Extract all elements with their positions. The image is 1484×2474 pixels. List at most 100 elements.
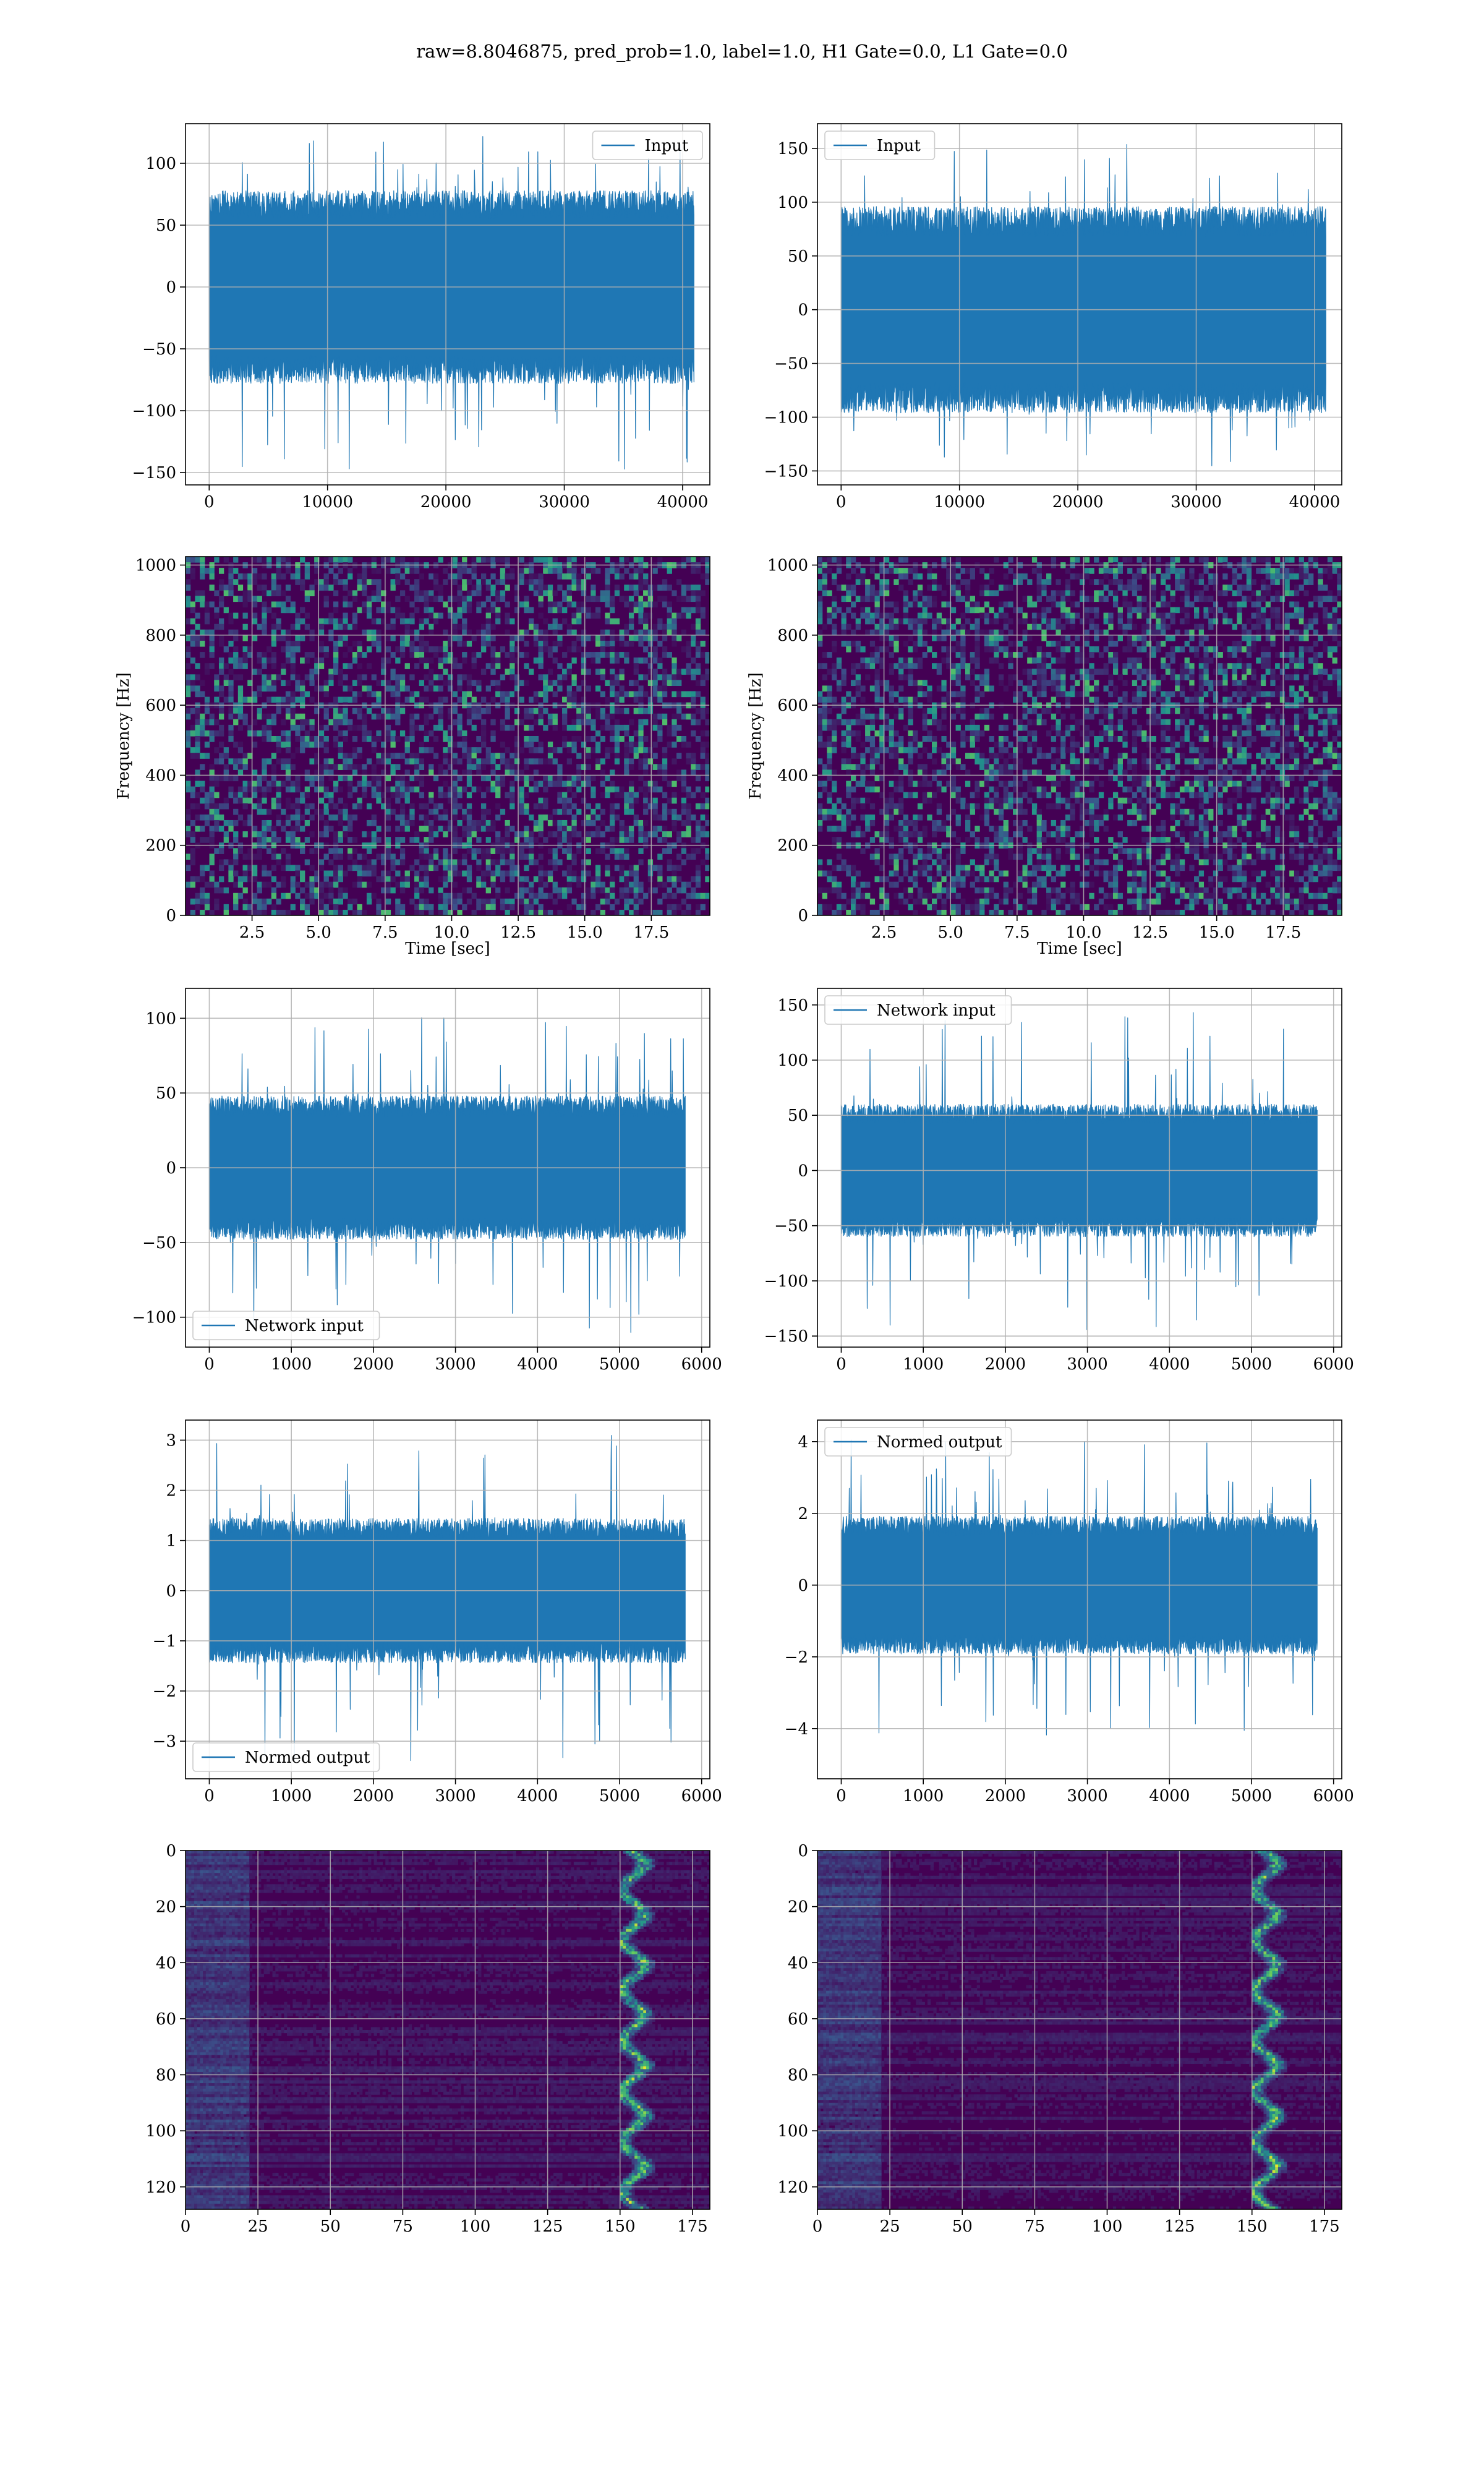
heatmap-cell [524, 629, 529, 636]
heatmap-cell [1284, 663, 1290, 669]
heatmap-cell [657, 557, 663, 563]
heatmap-cell [836, 657, 842, 664]
heatmap-cell [490, 764, 496, 770]
heatmap-cell [1094, 623, 1099, 630]
heatmap-cell [946, 663, 952, 669]
heatmap-cell [562, 696, 568, 703]
heatmap-cell [204, 730, 210, 737]
heatmap-cell [1089, 663, 1094, 669]
heatmap-cell [218, 859, 224, 866]
heatmap-cell [1260, 596, 1266, 602]
heatmap-cell [357, 691, 362, 698]
heatmap-cell [557, 685, 563, 692]
heatmap-cell [1237, 657, 1242, 664]
heatmap-cell [348, 724, 353, 731]
heatmap-cell [638, 730, 644, 737]
heatmap-cell [362, 792, 367, 798]
heatmap-cell [1246, 640, 1252, 647]
heatmap-cell [591, 719, 596, 726]
heatmap-cell [438, 876, 443, 883]
heatmap-cell [371, 820, 377, 826]
heatmap-cell [960, 635, 966, 641]
heatmap-cell [328, 892, 334, 899]
heatmap-cell [691, 640, 696, 647]
heatmap-cell [538, 596, 544, 602]
heatmap-cell [633, 696, 639, 703]
heatmap-cell [362, 568, 367, 574]
heatmap-cell [390, 736, 396, 742]
heatmap-cell [448, 764, 453, 770]
heatmap-cell [362, 607, 367, 614]
heatmap-cell [390, 792, 396, 798]
heatmap-cell [462, 579, 467, 585]
heatmap-cell [652, 797, 658, 804]
heatmap-cell [950, 590, 957, 597]
heatmap-cell [1084, 674, 1090, 680]
heatmap-cell [452, 898, 458, 905]
heatmap-cell [457, 870, 463, 877]
heatmap-cell [505, 691, 510, 698]
heatmap-cell [281, 736, 286, 742]
heatmap-cell [200, 652, 205, 658]
heatmap-cell [223, 557, 229, 563]
heatmap-cell [209, 831, 215, 837]
heatmap-cell [443, 640, 448, 647]
heatmap-cell [485, 808, 491, 815]
heatmap-cell [686, 831, 691, 837]
heatmap-cell [338, 831, 343, 837]
heatmap-cell [333, 786, 339, 793]
heatmap-cell [438, 786, 443, 793]
heatmap-cell [200, 568, 205, 574]
heatmap-cell [490, 881, 496, 888]
heatmap-cell [510, 898, 515, 905]
heatmap-cell [195, 747, 200, 753]
heatmap-cell [309, 652, 315, 658]
heatmap-cell [1222, 590, 1228, 597]
heatmap-cell [1198, 573, 1205, 580]
heatmap-cell [438, 724, 443, 731]
heatmap-cell [1251, 601, 1256, 608]
heatmap-cell [922, 607, 927, 614]
heatmap-cell [1051, 657, 1057, 664]
heatmap-cell [1256, 680, 1261, 687]
heatmap-cell [581, 876, 587, 883]
heatmap-cell [328, 769, 334, 776]
heatmap-cell [1242, 629, 1247, 636]
heatmap-cell [1256, 685, 1261, 692]
heatmap-cell [514, 753, 520, 759]
heatmap-cell [1222, 573, 1228, 580]
heatmap-cell [1108, 623, 1114, 630]
heatmap-cell [209, 769, 215, 776]
heatmap-cell [362, 870, 367, 877]
heatmap-cell [433, 753, 439, 759]
heatmap-cell [705, 730, 710, 737]
heatmap-cell [500, 859, 506, 866]
heatmap-cell [647, 696, 654, 703]
heatmap-cell [610, 601, 615, 608]
heatmap-cell [543, 590, 548, 597]
heatmap-cell [209, 713, 215, 720]
heatmap-cell [676, 831, 682, 837]
heatmap-cell [424, 696, 429, 703]
heatmap-cell [271, 584, 277, 591]
x-tick-label: 10000 [302, 493, 353, 511]
heatmap-cell [262, 623, 267, 630]
heatmap-cell [304, 623, 310, 630]
heatmap-cell [657, 786, 663, 793]
heatmap-cell [1179, 584, 1185, 591]
heatmap-cell [1117, 618, 1123, 625]
heatmap-cell [276, 859, 281, 866]
heatmap-cell [1175, 573, 1180, 580]
heatmap-cell [1170, 612, 1175, 619]
heatmap-cell [257, 898, 262, 905]
heatmap-cell [1036, 623, 1042, 630]
heatmap-cell [1036, 674, 1042, 680]
heatmap-cell [228, 786, 234, 793]
heatmap-cell [390, 623, 396, 630]
heatmap-cell [889, 601, 894, 608]
heatmap-cell [1213, 579, 1219, 585]
heatmap-cell [443, 909, 448, 915]
heatmap-cell [1337, 584, 1342, 591]
heatmap-cell [647, 596, 654, 602]
heatmap-cell [295, 623, 301, 630]
